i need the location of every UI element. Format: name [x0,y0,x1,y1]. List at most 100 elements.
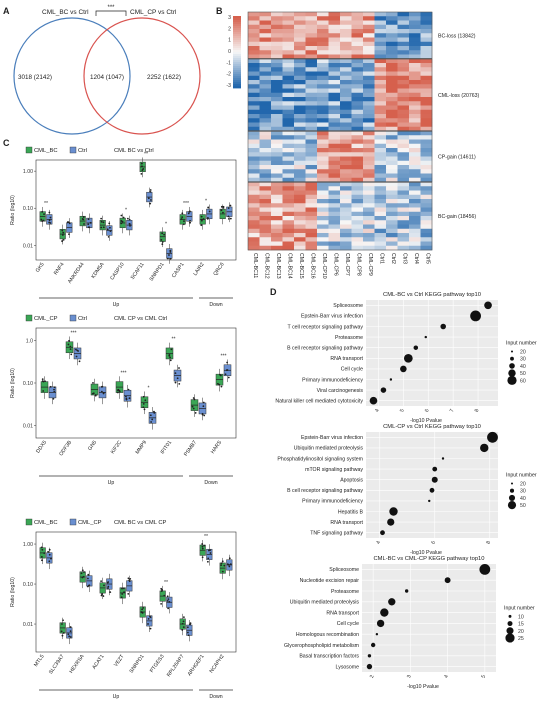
box-point [216,382,219,385]
dot-tnf-signaling-pathway [380,530,385,536]
heatmap-cell [328,207,341,213]
dot-proteasome [404,589,409,593]
x-tick-label: 5 [399,408,406,413]
heatmap-cell [305,131,318,136]
heatmap-cell [259,169,272,174]
heatmap-column-label: CML-BC11 [252,253,258,278]
heatmap-cell [328,37,341,43]
heatmap-cell [317,220,329,225]
heatmap-cell [351,152,364,157]
heatmap-cell [317,46,329,51]
heatmap-cell [259,160,272,166]
heatmap-cell [282,156,295,162]
heatmap-cell [397,41,410,47]
box-point [182,626,185,629]
heatmap-cell [363,12,375,17]
heatmap-cell [271,224,283,230]
heatmap-cell [374,177,387,183]
y-tick-label: 0.01 [23,622,33,628]
heatmap-cell [420,109,433,115]
heatmap-cell [317,139,329,145]
x-tick-gene: NCAPH2 [209,654,226,675]
heatmap-cell [248,71,260,77]
heatmap-cell [351,41,364,47]
box-point [91,392,94,395]
heatmap-scale-tick: -1 [226,60,231,66]
box-point [143,408,146,411]
heatmap-cell [259,80,272,85]
heatmap-cell [294,194,306,200]
heatmap-cell [397,152,410,157]
box-point [201,543,204,545]
box-chart-1: CML_BC Ctrl CML BC vs Ctrl 1.00 0.10 0.01 Rati… [10,146,237,308]
box-point [40,218,43,221]
box-point [102,392,105,395]
heatmap-cell [409,101,421,106]
heatmap-cell [420,135,433,140]
box-point [220,209,223,212]
group-label: Down [209,694,222,700]
heatmap-cell [340,131,352,136]
heatmap-cell [374,54,387,60]
heatmap-cell [397,148,410,153]
x-tick-gene: SNRPD1 [149,262,166,283]
heatmap-cell [282,37,295,43]
significance-mark: ** [164,580,168,586]
heatmap-cell [386,101,398,106]
heatmap-cell [317,71,329,77]
dot-nucleotide-excision-repair [444,577,451,584]
heatmap-cell [386,71,398,77]
heatmap-cell [351,186,364,191]
heatmap-cell [282,41,295,47]
dot-rna-transport [380,608,389,617]
heatmap-scale-step [233,16,241,19]
dot-t-cell-receptor-signaling-pathway [440,323,446,330]
heatmap-cell [351,139,364,145]
heatmap-cell [363,126,375,132]
box-point [87,577,89,580]
heatmap-cell [409,220,421,225]
heatmap-cell [363,152,375,157]
heatmap-cell [340,228,352,234]
heatmap-cell [271,33,283,38]
dot-b-cell-receptor-signaling-pathway [429,487,435,493]
box-point [221,570,224,573]
heatmap-cell [409,245,421,251]
box-point [102,226,105,229]
heatmap-cell [317,114,329,119]
heatmap-cell [259,156,272,162]
heatmap-cell [282,203,295,208]
heatmap-cell [374,50,387,55]
heatmap-cell [317,109,329,115]
heatmap-cell [363,101,375,106]
heatmap-cell [282,186,295,191]
dot-plot-title: CML-BC vs Ctrl KEGG pathway top10 [383,292,481,298]
heatmap-cell [248,24,260,30]
box-point [120,214,123,217]
heatmap-cell [374,41,387,47]
heatmap-cell [420,194,433,200]
heatmap-cell [294,63,306,68]
heatmap-cell [409,131,421,136]
box-point [48,219,51,222]
heatmap-cell [351,224,364,230]
heatmap-cell [340,67,352,72]
heatmap-cell [259,224,272,230]
heatmap-cell [271,135,283,140]
legend-swatch-group2 [69,146,77,154]
heatmap-cell [351,109,364,115]
box-point [168,254,170,256]
heatmap-cluster-label: CML-loss (20763) [438,93,479,99]
box-point [227,376,230,379]
x-tick-label: 4 [374,408,381,413]
box-point [200,215,203,218]
heatmap-cell [386,109,398,115]
heatmap-cell [317,97,329,102]
heatmap-cell [386,97,398,102]
heatmap-scale-step [233,70,241,73]
x-tick-gene: MMP9 [135,440,149,456]
heatmap-cell [363,190,375,196]
heatmap-cell [340,169,352,174]
pathway-label: Basal transcription factors [299,654,359,660]
heatmap-cell [386,194,398,200]
